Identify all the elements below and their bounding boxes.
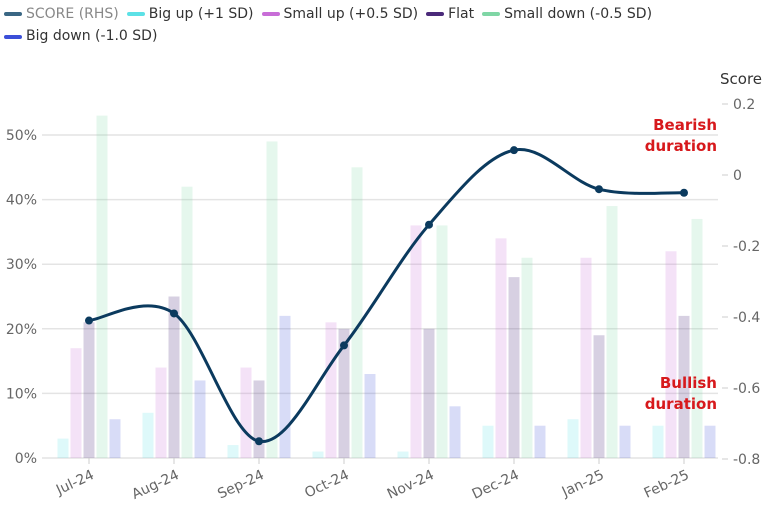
score-point [255, 437, 263, 446]
y2-tick-label: -0.8 [733, 452, 760, 468]
bar-flat-undefined [83, 322, 95, 458]
bar-small-down [96, 115, 108, 459]
bar-big-down [109, 419, 121, 458]
bar-big-up [57, 438, 69, 458]
bar-small-up [665, 251, 677, 458]
score-point [340, 341, 348, 350]
bar-big-down [279, 315, 291, 458]
bar-big-down [449, 406, 461, 458]
legend-label: Big down (-1.0 SD) [26, 28, 158, 44]
annotation-bullish: Bullish [660, 374, 717, 392]
y-tick-label: 10% [6, 386, 37, 402]
bar-flat-undefined [168, 296, 180, 458]
bar-small-up [325, 322, 337, 458]
bar-small-up [155, 367, 167, 458]
legend-item[interactable]: Small up (+0.5 SD) [261, 4, 419, 25]
legend-item[interactable]: Flat [426, 4, 474, 25]
legend-swatch [4, 34, 22, 39]
y2-tick-label: -0.2 [733, 239, 760, 255]
bar-small-down [351, 167, 363, 459]
bar-small-down [691, 218, 703, 458]
x-tick-label: Aug-24 [129, 467, 181, 503]
bar-small-down [436, 225, 448, 458]
legend-swatch [4, 12, 22, 16]
bar-big-down [619, 425, 631, 458]
legend-label: Flat [448, 5, 475, 22]
score-point [425, 220, 433, 229]
bar-small-down [521, 257, 533, 458]
bar-small-up [240, 367, 252, 458]
y-tick-label: 20% [6, 322, 37, 338]
legend-label: SCORE (RHS) [26, 5, 119, 22]
legend-swatch [482, 12, 501, 16]
legend-swatch [426, 12, 445, 16]
legend-item[interactable]: Small down (-0.5 SD) [482, 4, 652, 25]
bar-big-up [652, 425, 664, 458]
bar-small-up [70, 348, 82, 458]
score-line [88, 148, 685, 443]
bar-big-down [704, 425, 716, 458]
legend-swatch [126, 12, 145, 16]
x-tick-label: Jul-24 [53, 467, 97, 499]
annotation-bearish: duration [645, 137, 717, 155]
y-tick-label: 40% [6, 193, 37, 209]
bar-big-up [482, 425, 494, 458]
bar-big-up [567, 419, 579, 458]
bar-small-down [266, 141, 278, 458]
bar-small-up [495, 238, 507, 458]
bar-flat-undefined [593, 335, 605, 458]
legend: SCORE (RHS) Big up (+1 SD) Small up (+0.5 … [4, 2, 664, 47]
legend-label: Big up (+1 SD) [148, 5, 254, 22]
bar-big-down [364, 374, 376, 458]
score-point [680, 188, 688, 197]
score-point [510, 146, 518, 155]
y2-tick-label: -0.6 [733, 381, 760, 397]
legend-item[interactable]: Big up (+1 SD) [126, 4, 254, 25]
bar-big-up [312, 451, 324, 458]
x-tick-label: Nov-24 [385, 467, 437, 503]
y2-tick-label: 0.2 [733, 97, 755, 113]
bar-flat-undefined [508, 277, 520, 458]
annotation-bullish: duration [645, 395, 717, 413]
bar-small-down [606, 206, 618, 458]
bar-small-down [181, 186, 193, 458]
x-tick-label: Dec-24 [470, 467, 522, 503]
bar-small-up [410, 225, 422, 458]
bar-big-up [227, 445, 239, 458]
bar-big-down [534, 425, 546, 458]
x-tick-label: Sep-24 [215, 467, 266, 502]
legend-label: Small up (+0.5 SD) [283, 5, 419, 22]
legend-item[interactable]: SCORE (RHS) [4, 4, 119, 25]
y-tick-label: 50% [6, 128, 37, 144]
y2-axis-label: Score [720, 70, 762, 88]
bar-big-down [194, 380, 206, 458]
score-point [170, 309, 178, 318]
y-tick-label: 30% [6, 257, 37, 273]
x-tick-label: Oct-24 [302, 467, 352, 501]
bar-flat-undefined [338, 328, 350, 458]
legend-swatch [261, 12, 280, 16]
legend-item[interactable]: Big down (-1.0 SD) [4, 26, 157, 47]
x-tick-label: Jan-25 [559, 467, 607, 501]
y2-tick-label: 0 [733, 168, 742, 184]
bar-small-up [580, 257, 592, 458]
legend-label: Small down (-0.5 SD) [504, 5, 653, 22]
annotation-bearish: Bearish [653, 116, 717, 134]
score-point [85, 316, 93, 325]
bar-flat-undefined [253, 380, 265, 458]
x-tick-label: Feb-25 [642, 467, 692, 502]
bar-flat-undefined [678, 315, 690, 458]
y-tick-label: 0% [15, 451, 37, 467]
bar-big-up [397, 451, 409, 458]
y2-tick-label: -0.4 [733, 310, 760, 326]
bar-big-up [142, 412, 154, 458]
bar-flat-undefined [423, 328, 435, 458]
score-point [595, 185, 603, 194]
